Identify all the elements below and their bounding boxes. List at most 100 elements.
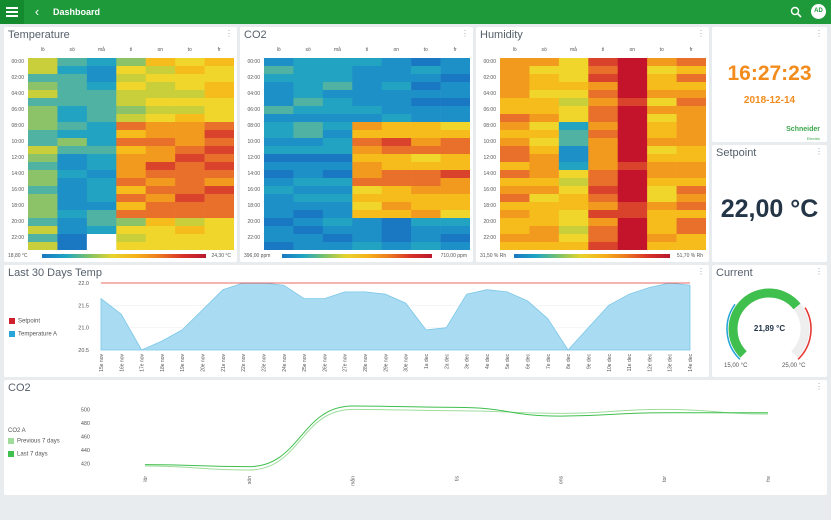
hour-label: 14:00 bbox=[483, 171, 496, 177]
day-label: on bbox=[629, 47, 636, 53]
heatmap-cell bbox=[264, 194, 294, 203]
search-icon[interactable] bbox=[790, 6, 802, 18]
heatmap-cell bbox=[529, 74, 560, 83]
heatmap-cell bbox=[293, 154, 324, 163]
heatmap-cell bbox=[175, 130, 205, 139]
heatmap-cell bbox=[558, 146, 589, 155]
menu-icon[interactable] bbox=[0, 0, 24, 24]
heatmap-cell bbox=[86, 226, 117, 235]
hour-label: 20:00 bbox=[11, 219, 24, 225]
chevron-left-icon[interactable]: ‹ bbox=[34, 4, 40, 19]
heatmap-cell bbox=[175, 202, 205, 211]
panel-menu-icon[interactable]: ⋮ bbox=[225, 29, 233, 38]
heatmap-cell bbox=[676, 170, 706, 179]
x-tick-label: 8e dec bbox=[566, 354, 572, 370]
panel-menu-icon[interactable]: ⋮ bbox=[697, 29, 705, 38]
heatmap-cell bbox=[28, 66, 58, 75]
heatmap-cell bbox=[116, 242, 147, 250]
panel-menu-icon[interactable]: ⋮ bbox=[815, 382, 823, 391]
heatmap-cell bbox=[558, 194, 589, 203]
heatmap-cell bbox=[116, 130, 147, 139]
avatar[interactable]: AD bbox=[811, 4, 826, 19]
panel-menu-icon[interactable]: ⋮ bbox=[815, 267, 823, 276]
heatmap-cell bbox=[529, 114, 560, 123]
heatmap-cell bbox=[647, 66, 677, 75]
heatmap-cell bbox=[352, 218, 383, 227]
heatmap-cell bbox=[352, 194, 383, 203]
heatmap-cell bbox=[411, 66, 441, 75]
x-tick-label: 14e dec bbox=[688, 354, 694, 372]
heatmap-cell bbox=[647, 242, 677, 250]
heatmap-cell bbox=[293, 170, 324, 179]
heatmap-cell bbox=[322, 170, 353, 179]
heatmap-cell bbox=[293, 90, 324, 99]
heatmap-cell bbox=[116, 114, 147, 123]
heatmap-cell bbox=[293, 98, 324, 107]
day-label: sö bbox=[541, 47, 547, 53]
heatmap-cell bbox=[116, 194, 147, 203]
heatmap-cell bbox=[647, 74, 677, 83]
heatmap-cell bbox=[204, 74, 234, 83]
heatmap-cell bbox=[322, 226, 353, 235]
heatmap-cell bbox=[293, 58, 324, 67]
heatmap-cell bbox=[86, 114, 117, 123]
heatmap-cell bbox=[588, 114, 619, 123]
legend-item-setpoint[interactable]: Setpoint bbox=[9, 318, 57, 325]
heatmap-cell bbox=[529, 210, 560, 219]
heatmap-cell bbox=[145, 66, 176, 75]
heatmap-cell bbox=[411, 210, 441, 219]
panel-title: Last 30 Days Temp bbox=[8, 267, 102, 279]
legend-label: Previous 7 days bbox=[17, 438, 60, 445]
heatmap-cell bbox=[381, 186, 412, 195]
heatmap-cell bbox=[204, 202, 234, 211]
heatmap-cell bbox=[57, 58, 88, 67]
heatmap-cell bbox=[293, 114, 324, 123]
hour-label: 08:00 bbox=[247, 123, 260, 129]
hour-label: 18:00 bbox=[483, 203, 496, 209]
panel-menu-icon[interactable]: ⋮ bbox=[697, 267, 705, 276]
x-tick-label: lör bbox=[143, 476, 149, 482]
heatmap-cell bbox=[28, 146, 58, 155]
heatmap-cell bbox=[264, 202, 294, 211]
heatmap-cell bbox=[440, 130, 470, 139]
heatmap-cell bbox=[175, 218, 205, 227]
heatmap-cell bbox=[28, 210, 58, 219]
heatmap-cell bbox=[381, 202, 412, 211]
x-tick-label: 16e nov bbox=[119, 354, 125, 372]
heatmap-cell bbox=[529, 194, 560, 203]
heatmap-cell bbox=[28, 154, 58, 163]
heatmap-cell bbox=[116, 146, 147, 155]
heatmap-cell bbox=[529, 130, 560, 139]
heatmap-cell bbox=[28, 130, 58, 139]
heatmap-cell bbox=[264, 146, 294, 155]
heatmap-cell bbox=[175, 122, 205, 131]
scale-gradient bbox=[42, 254, 206, 258]
hour-label: 22:00 bbox=[11, 235, 24, 241]
heatmap-cell bbox=[588, 178, 619, 187]
heatmap-cell bbox=[440, 114, 470, 123]
heatmap-cell bbox=[647, 138, 677, 147]
heatmap-cell bbox=[28, 178, 58, 187]
heatmap-cell bbox=[204, 98, 234, 107]
legend: CO2 A Previous 7 days Last 7 days bbox=[8, 428, 60, 457]
y-tick-label: 500 bbox=[81, 407, 90, 413]
heatmap-cell bbox=[676, 210, 706, 219]
day-label: må bbox=[334, 47, 341, 53]
heatmap-cell bbox=[411, 98, 441, 107]
heatmap-cell bbox=[28, 138, 58, 147]
legend-item-last[interactable]: Last 7 days bbox=[8, 450, 60, 457]
heatmap-cell bbox=[264, 186, 294, 195]
heatmap-cell bbox=[529, 98, 560, 107]
heatmap-cell bbox=[558, 178, 589, 187]
legend-item-previous[interactable]: Previous 7 days bbox=[8, 438, 60, 445]
panel-menu-icon[interactable]: ⋮ bbox=[815, 147, 823, 156]
legend-item-temperature[interactable]: Temperature A bbox=[9, 330, 57, 337]
heatmap-cell bbox=[411, 162, 441, 171]
heatmap-cell bbox=[57, 66, 88, 75]
panel-menu-icon[interactable]: ⋮ bbox=[815, 29, 823, 38]
heatmap-cell bbox=[647, 82, 677, 91]
x-tick-label: 20e nov bbox=[201, 354, 207, 372]
heatmap-cell bbox=[322, 210, 353, 219]
heatmap-cell bbox=[352, 58, 383, 67]
panel-menu-icon[interactable]: ⋮ bbox=[461, 29, 469, 38]
